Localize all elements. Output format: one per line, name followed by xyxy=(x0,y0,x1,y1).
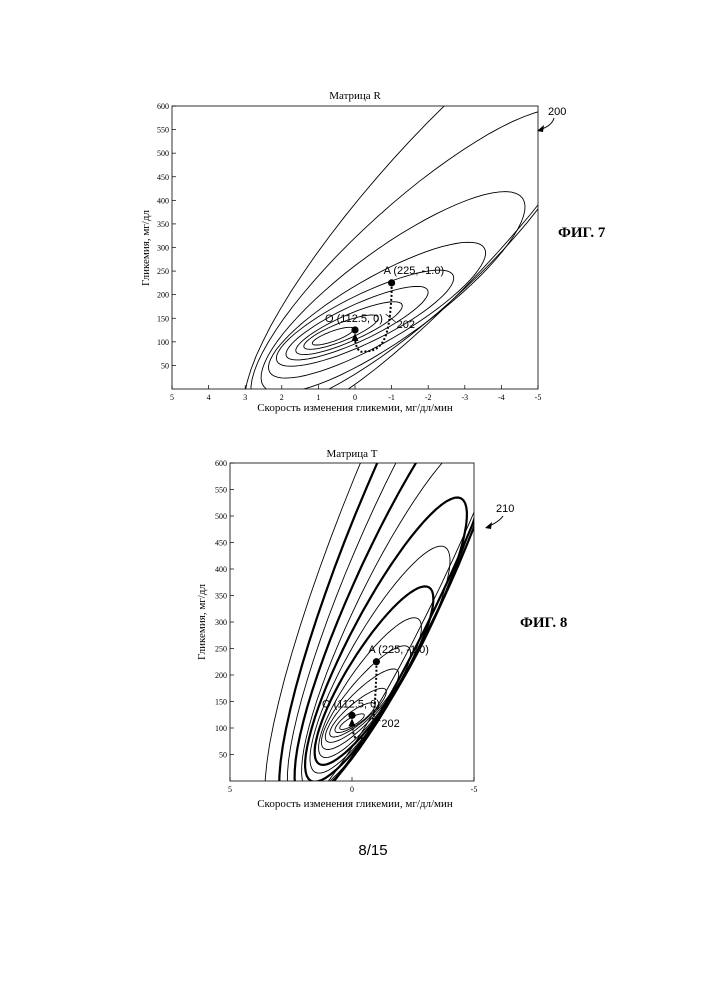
chart-title-t: Матрица T xyxy=(327,448,378,460)
point-a-label-c2: A (225, -1.0) xyxy=(368,644,429,656)
x-tick-label-c1-2: 3 xyxy=(243,393,247,402)
contour-line-c2-2 xyxy=(330,688,387,737)
x-tick-label-c1-0: 5 xyxy=(170,393,174,402)
y-tick-label-c1-2: 150 xyxy=(157,314,169,323)
y-tick-label-c2-7: 400 xyxy=(215,565,227,574)
chart-matrix-r: Матрица R Скорость изменения гликемии, м… xyxy=(140,0,646,427)
x-axis-label-r: Скорость изменения гликемии, мг/дл/мин xyxy=(257,402,453,414)
y-tick-label-c2-3: 200 xyxy=(215,671,227,680)
chart-title-r: Матрица R xyxy=(329,90,381,102)
point-o-label-c1: O (112.5, 0) xyxy=(325,313,383,325)
y-tick-label-c1-7: 400 xyxy=(157,196,169,205)
figure-label-8: ФИГ. 8 xyxy=(520,615,567,631)
x-tick-label-c1-9: -4 xyxy=(498,393,505,402)
chart-matrix-t: Матрица T Скорость изменения гликемии, м… xyxy=(196,121,583,822)
y-tick-label-c1-10: 550 xyxy=(157,126,169,135)
point-a-c2 xyxy=(373,658,380,665)
x-axis-label-t: Скорость изменения гликемии, мг/дл/мин xyxy=(257,798,453,810)
y-tick-label-c2-11: 600 xyxy=(215,459,227,468)
arrow-up-icon-c2 xyxy=(349,718,356,726)
y-tick-label-c1-4: 250 xyxy=(157,267,169,276)
point-o-c2 xyxy=(348,712,355,719)
y-tick-label-c1-3: 200 xyxy=(157,291,169,300)
contour-lines-r xyxy=(244,0,646,427)
x-tick-label-c1-6: -1 xyxy=(388,393,395,402)
contour-line-c1-0 xyxy=(312,327,354,345)
plot-frame-t xyxy=(230,463,474,781)
contour-line-c2-13 xyxy=(265,121,583,822)
figure-label-7: ФИГ. 7 xyxy=(558,225,606,241)
y-tick-label-c1-9: 500 xyxy=(157,149,169,158)
x-tick-label-c2-1: 0 xyxy=(350,785,354,794)
x-tick-label-c2-0: 5 xyxy=(228,785,232,794)
point-o-c1 xyxy=(351,326,358,333)
x-tick-label-c1-10: -5 xyxy=(535,393,542,402)
page-number: 8/15 xyxy=(358,842,387,859)
y-tick-label-c2-5: 300 xyxy=(215,618,227,627)
y-tick-label-c1-5: 300 xyxy=(157,244,169,253)
y-axis-label-r: Гликемия, мг/дл xyxy=(140,210,152,286)
x-tick-label-c1-4: 1 xyxy=(316,393,320,402)
plot-frame-r xyxy=(172,106,538,389)
point-o-label-c2: O (112.5, 0) xyxy=(322,698,380,710)
figure-ref-200: 200 xyxy=(548,106,566,118)
contour-lines-t xyxy=(265,121,583,822)
x-tick-label-c1-3: 2 xyxy=(280,393,284,402)
contour-line-c1-7 xyxy=(251,108,579,408)
y-tick-label-c2-1: 100 xyxy=(215,724,227,733)
y-tick-label-c2-4: 250 xyxy=(215,645,227,654)
arrowhead-210-icon xyxy=(485,522,492,529)
x-tick-label-c1-7: -2 xyxy=(425,393,432,402)
x-tick-label-c2-2: -5 xyxy=(471,785,478,794)
y-tick-label-c1-11: 600 xyxy=(157,102,169,111)
y-tick-label-c2-8: 450 xyxy=(215,539,227,548)
y-tick-label-c1-8: 450 xyxy=(157,173,169,182)
contour-line-c1-8 xyxy=(244,0,646,427)
y-tick-label-c2-2: 150 xyxy=(215,698,227,707)
contour-line-c2-10 xyxy=(295,369,510,798)
ref-label-202-t: 202 xyxy=(381,718,399,730)
point-a-label-c1: A (225, -1.0) xyxy=(384,265,445,277)
point-a-c1 xyxy=(388,279,395,286)
x-tick-label-c1-5: 0 xyxy=(353,393,357,402)
contour-line-c1-5 xyxy=(269,242,486,378)
figure-ref-210: 210 xyxy=(496,503,514,515)
x-tick-label-c1-8: -3 xyxy=(461,393,468,402)
y-tick-label-c1-6: 350 xyxy=(157,220,169,229)
x-tick-label-c1-1: 4 xyxy=(207,393,211,402)
y-tick-label-c2-0: 50 xyxy=(219,751,227,760)
y-tick-label-c1-0: 50 xyxy=(161,361,169,370)
y-axis-label-t: Гликемия, мг/дл xyxy=(196,584,208,660)
ref-label-202-r: 202 xyxy=(397,319,415,331)
y-tick-label-c2-6: 350 xyxy=(215,592,227,601)
contour-line-c1-6 xyxy=(261,192,525,393)
y-tick-label-c2-9: 500 xyxy=(215,512,227,521)
patent-sheet: Матрица R Скорость изменения гликемии, м… xyxy=(0,0,707,1000)
y-tick-label-c2-10: 550 xyxy=(215,486,227,495)
y-tick-label-c1-1: 100 xyxy=(157,338,169,347)
